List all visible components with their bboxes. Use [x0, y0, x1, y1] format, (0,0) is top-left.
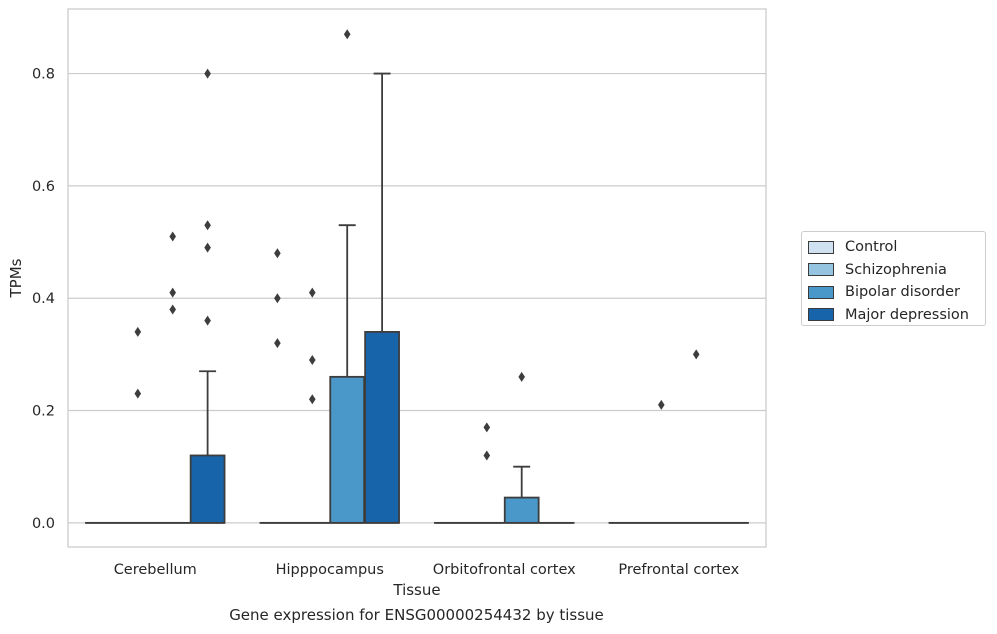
y-tick-label: 0.6	[32, 179, 55, 195]
x-tick-label: Cerebellum	[114, 562, 197, 578]
outlier-point	[658, 399, 665, 410]
y-tick-label: 0.2	[32, 404, 55, 420]
x-tick-labels: Cerebellum Hipppocampus Orbitofrontal cort…	[114, 562, 740, 578]
legend-label: Major depression	[845, 306, 969, 323]
outlier-point	[309, 287, 316, 298]
legend-swatch	[808, 240, 834, 254]
x-tick-label: Orbitofrontal cortex	[433, 562, 576, 578]
outlier-point	[134, 388, 142, 399]
plot-frame	[67, 8, 767, 548]
legend-swatch	[808, 308, 834, 322]
outlier-point	[169, 287, 176, 298]
outlier-point	[204, 68, 211, 79]
box	[189, 454, 226, 524]
outlier-point	[483, 450, 491, 461]
box	[503, 496, 540, 524]
outlier-point	[343, 29, 351, 40]
y-tick-label: 0.0	[32, 516, 55, 532]
outlier-point	[309, 354, 316, 365]
x-tick-label: Hipppocampus	[276, 562, 384, 578]
outlier-point	[204, 315, 211, 326]
legend-item: Major depression	[808, 304, 985, 327]
legend-label: Schizophrenia	[845, 261, 947, 278]
legend-swatch	[808, 263, 834, 277]
y-tick-labels: 0.0 0.2 0.4 0.6 0.8	[32, 67, 55, 532]
outlier-point	[483, 422, 491, 433]
y-tick-label: 0.8	[32, 67, 55, 83]
grid-lines	[68, 72, 766, 524]
outlier-point	[274, 338, 281, 349]
outlier-point	[518, 371, 525, 382]
legend-item: Control	[808, 236, 985, 259]
box-plot-marks	[85, 29, 749, 524]
legend-label: Bipolar disorder	[845, 284, 960, 301]
x-axis-label: Tissue	[392, 581, 440, 599]
outlier-point	[692, 349, 700, 360]
outlier-point	[169, 304, 176, 315]
legend: Control Schizophrenia Bipolar disorder Majo…	[801, 231, 986, 326]
figure-caption: Gene expression for ENSG00000254432 by t…	[229, 606, 604, 624]
box	[329, 375, 366, 524]
legend-item: Schizophrenia	[808, 259, 985, 282]
outlier-point	[204, 242, 211, 253]
outlier-point	[309, 394, 316, 405]
outlier-point	[274, 248, 281, 259]
outlier-point	[134, 326, 142, 337]
box	[364, 331, 400, 524]
y-tick-label: 0.4	[32, 291, 55, 307]
outlier-point	[274, 293, 281, 304]
x-tick-label: Prefrontal cortex	[618, 562, 739, 578]
y-axis-label: TPMs	[7, 258, 25, 298]
legend-item: Bipolar disorder	[808, 281, 985, 304]
outlier-point	[169, 231, 176, 242]
legend-swatch	[808, 285, 834, 299]
legend-label: Control	[845, 239, 898, 256]
outlier-point	[204, 220, 211, 231]
